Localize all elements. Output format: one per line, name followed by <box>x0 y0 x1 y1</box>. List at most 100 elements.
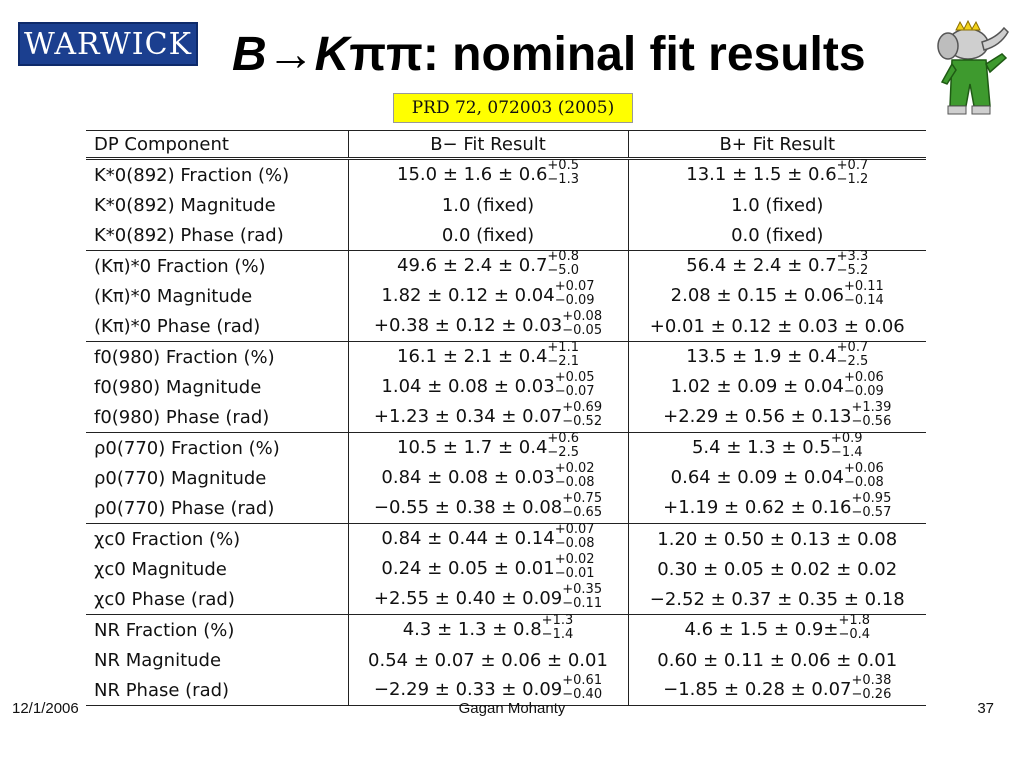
bminus-error-down: −0.65 <box>562 505 603 520</box>
bplus-value-cell: −1.85 ± 0.28 ± 0.07 +0.38 −0.26 <box>628 674 926 706</box>
bplus-value: 5.4 ± 1.3 ± 0.5 <box>691 437 831 458</box>
bplus-error-down: −2.5 <box>836 354 869 369</box>
row-label: χc0 Fraction (%) <box>86 523 349 554</box>
bplus-value: 0.64 ± 0.09 ± 0.04 <box>670 467 844 488</box>
bplus-value: 4.6 ± 1.5 ± 0.9± <box>684 619 839 640</box>
row-label: χc0 Phase (rad) <box>86 584 349 615</box>
title-pipi: ππ <box>349 28 423 81</box>
bminus-error-down: −1.4 <box>541 627 574 642</box>
row-label: NR Phase (rad) <box>86 675 349 706</box>
bminus-asym-error: +0.69 −0.52 <box>562 401 602 429</box>
bminus-error-down: −0.09 <box>554 293 595 308</box>
bplus-value: 13.5 ± 1.9 ± 0.4 <box>686 346 837 367</box>
bplus-asym-error: +0.7 −2.5 <box>836 341 869 369</box>
bminus-error-up: +1.3 <box>541 613 574 628</box>
bplus-error-down: −0.26 <box>851 687 892 702</box>
bminus-value-cell: 10.5 ± 1.7 ± 0.4 +0.6 −2.5 <box>348 432 629 463</box>
bminus-error-up: +0.5 <box>547 158 579 173</box>
bminus-error-down: −0.05 <box>562 323 603 338</box>
bminus-asym-error: +1.1 −2.1 <box>547 341 579 369</box>
title-b: B <box>232 28 267 81</box>
bplus-value-cell: 0.60 ± 0.11 ± 0.06 ± 0.01 <box>628 645 926 675</box>
bplus-error-up: +1.8 <box>838 613 871 628</box>
row-label: f0(980) Phase (rad) <box>86 402 349 433</box>
row-label: K*0(892) Magnitude <box>86 190 349 220</box>
bminus-asym-error: +0.35 −0.11 <box>562 583 602 611</box>
bplus-asym-error: +0.95 −0.57 <box>852 492 892 520</box>
bplus-error-down: −1.4 <box>830 445 863 460</box>
bplus-value-cell: 2.08 ± 0.15 ± 0.06 +0.11 −0.14 <box>628 280 926 311</box>
bminus-value-cell: +2.55 ± 0.40 ± 0.09 +0.35 −0.11 <box>348 583 629 615</box>
reference-badge: PRD 72, 072003 (2005) <box>393 93 633 123</box>
table-row: ρ0(770) Phase (rad) −0.55 ± 0.38 ± 0.08 +0… <box>86 492 926 524</box>
footer-page-number: 37 <box>977 700 994 717</box>
row-label: (Kπ)*0 Phase (rad) <box>86 311 349 342</box>
table-row: ρ0(770) Magnitude 0.84 ± 0.08 ± 0.03 +0.02… <box>86 462 926 493</box>
bplus-value-cell: 1.02 ± 0.09 ± 0.04 +0.06 −0.09 <box>628 371 926 402</box>
bplus-value: 2.08 ± 0.15 ± 0.06 <box>670 285 844 306</box>
bplus-error-down: −0.14 <box>843 293 884 308</box>
row-label: ρ0(770) Magnitude <box>86 463 349 493</box>
bminus-value: 49.6 ± 2.4 ± 0.7 <box>397 255 548 276</box>
bplus-value: −2.52 ± 0.37 ± 0.35 ± 0.18 <box>649 588 905 610</box>
bplus-value: 1.0 (fixed) <box>731 194 824 216</box>
bminus-value-cell: 0.84 ± 0.44 ± 0.14 +0.07 −0.08 <box>348 523 629 554</box>
table-row: NR Magnitude 0.54 ± 0.07 ± 0.06 ± 0.01 0.6… <box>86 645 926 675</box>
bplus-value: 13.1 ± 1.5 ± 0.6 <box>686 164 837 185</box>
bplus-value: 56.4 ± 2.4 ± 0.7 <box>686 255 837 276</box>
bminus-asym-error: +0.6 −2.5 <box>547 432 579 460</box>
footer-author: Gagan Mohanty <box>458 700 566 717</box>
row-label: f0(980) Fraction (%) <box>86 341 349 372</box>
bminus-value-cell: 4.3 ± 1.3 ± 0.8 +1.3 −1.4 <box>348 613 629 645</box>
bplus-value-cell: 4.6 ± 1.5 ± 0.9± +1.8 −0.4 <box>628 613 926 646</box>
bminus-value: 0.84 ± 0.44 ± 0.14 <box>381 528 555 549</box>
bplus-asym-error: +0.06 −0.08 <box>844 462 884 490</box>
bminus-value-cell: 1.0 (fixed) <box>348 190 629 220</box>
bminus-value-cell: +1.23 ± 0.34 ± 0.07 +0.69 −0.52 <box>348 401 629 433</box>
table-row: f0(980) Magnitude 1.04 ± 0.08 ± 0.03 +0.05… <box>86 371 926 402</box>
bplus-value-cell: 5.4 ± 1.3 ± 0.5 +0.9 −1.4 <box>628 432 926 464</box>
table-row: (Kπ)*0 Phase (rad) +0.38 ± 0.12 ± 0.03 +0.… <box>86 309 926 342</box>
bminus-error-down: −2.1 <box>547 354 579 369</box>
bminus-value: 1.0 (fixed) <box>441 194 535 216</box>
bplus-asym-error: +0.06 −0.09 <box>844 371 884 399</box>
bminus-error-up: +0.05 <box>554 370 595 385</box>
bminus-error-down: −5.0 <box>547 263 579 278</box>
bplus-error-up: +0.06 <box>843 370 884 385</box>
bplus-asym-error: +0.11 −0.14 <box>843 280 884 308</box>
babar-elephant-icon <box>937 20 1009 115</box>
bminus-error-down: −2.5 <box>547 445 579 460</box>
title-rest: : nominal fit results <box>422 28 866 81</box>
bplus-value: +0.01 ± 0.12 ± 0.03 ± 0.06 <box>649 315 905 337</box>
bplus-error-up: +0.11 <box>843 279 884 294</box>
title-arrow: → <box>266 28 315 81</box>
bminus-error-up: +0.35 <box>562 582 603 597</box>
bminus-value-cell: 49.6 ± 2.4 ± 0.7 +0.8 −5.0 <box>348 250 629 281</box>
bplus-value-cell: −2.52 ± 0.37 ± 0.35 ± 0.18 <box>628 584 926 615</box>
bminus-value-cell: 16.1 ± 2.1 ± 0.4 +1.1 −2.1 <box>348 341 629 372</box>
bminus-error-up: +0.08 <box>562 309 603 324</box>
row-label: K*0(892) Phase (rad) <box>86 220 349 251</box>
bminus-asym-error: +0.05 −0.07 <box>555 371 595 399</box>
warwick-logo: WARWICK <box>18 22 198 66</box>
bplus-value: 1.20 ± 0.50 ± 0.13 ± 0.08 <box>657 528 898 550</box>
bminus-error-up: +0.69 <box>562 400 603 415</box>
bminus-asym-error: +0.75 −0.65 <box>562 492 603 520</box>
bplus-asym-error: +1.39 −0.56 <box>851 401 892 429</box>
bplus-error-up: +1.39 <box>851 400 892 415</box>
bminus-value: 0.54 ± 0.07 ± 0.06 ± 0.01 <box>368 649 608 671</box>
bplus-error-down: −0.56 <box>851 414 892 429</box>
bplus-value-cell: +1.19 ± 0.62 ± 0.16 +0.95 −0.57 <box>628 492 926 524</box>
bminus-value-cell: 0.0 (fixed) <box>348 220 629 251</box>
bminus-asym-error: +0.61 −0.40 <box>562 674 602 702</box>
row-label: NR Fraction (%) <box>86 614 349 645</box>
bplus-value-cell: 13.5 ± 1.9 ± 0.4 +0.7 −2.5 <box>628 341 926 373</box>
table-row: K*0(892) Phase (rad) 0.0 (fixed) 0.0 (fixe… <box>86 220 926 251</box>
bminus-value: +1.23 ± 0.34 ± 0.07 <box>373 406 563 427</box>
bplus-value: 0.30 ± 0.05 ± 0.02 ± 0.02 <box>657 558 898 580</box>
header-bminus-fit: B− Fit Result <box>348 130 629 160</box>
row-label: (Kπ)*0 Magnitude <box>86 281 349 311</box>
bminus-asym-error: +0.02 −0.01 <box>555 553 595 581</box>
bplus-asym-error: +0.9 −1.4 <box>830 432 863 460</box>
bplus-error-up: +0.9 <box>830 431 863 446</box>
